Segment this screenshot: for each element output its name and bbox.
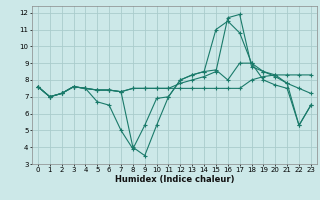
- X-axis label: Humidex (Indice chaleur): Humidex (Indice chaleur): [115, 175, 234, 184]
